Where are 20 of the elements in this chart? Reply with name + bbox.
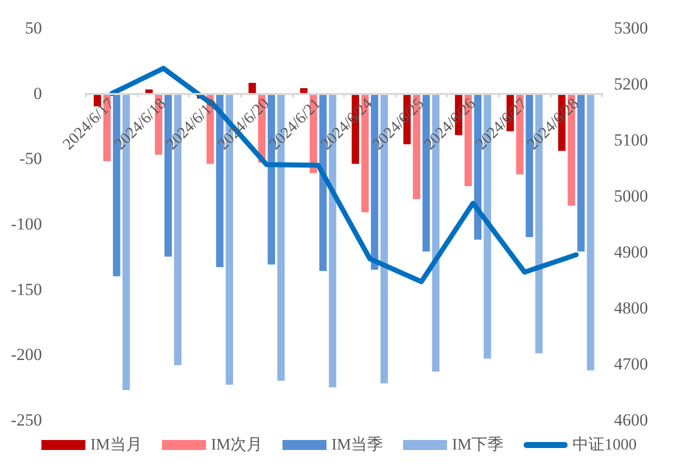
y2-tick-label: 5000 bbox=[614, 186, 648, 206]
y2-tick-label: 4600 bbox=[614, 410, 648, 430]
y2-tick-label: 4800 bbox=[614, 298, 648, 318]
legend-label: IM下季 bbox=[452, 436, 504, 454]
y-tick-label: -150 bbox=[10, 280, 42, 299]
y2-tick-label: 4700 bbox=[614, 354, 648, 374]
y2-tick-label: 5200 bbox=[614, 74, 648, 94]
legend-label: IM当月 bbox=[90, 436, 142, 454]
legend-label: IM当季 bbox=[332, 436, 384, 454]
y-tick-label: -200 bbox=[10, 345, 42, 364]
y-tick-label: 0 bbox=[34, 84, 42, 103]
y-tick-label: -250 bbox=[10, 410, 42, 430]
legend-label: 中证1000 bbox=[572, 436, 637, 454]
y2-tick-label: 4900 bbox=[614, 242, 648, 262]
y-tick-label: -100 bbox=[10, 214, 42, 234]
y2-tick-label: 5300 bbox=[614, 18, 648, 38]
y-tick-label: 50 bbox=[25, 18, 42, 38]
legend-label: IM次月 bbox=[210, 436, 263, 454]
y-tick-label: -50 bbox=[19, 149, 42, 168]
y2-tick-label: 5100 bbox=[614, 130, 648, 150]
